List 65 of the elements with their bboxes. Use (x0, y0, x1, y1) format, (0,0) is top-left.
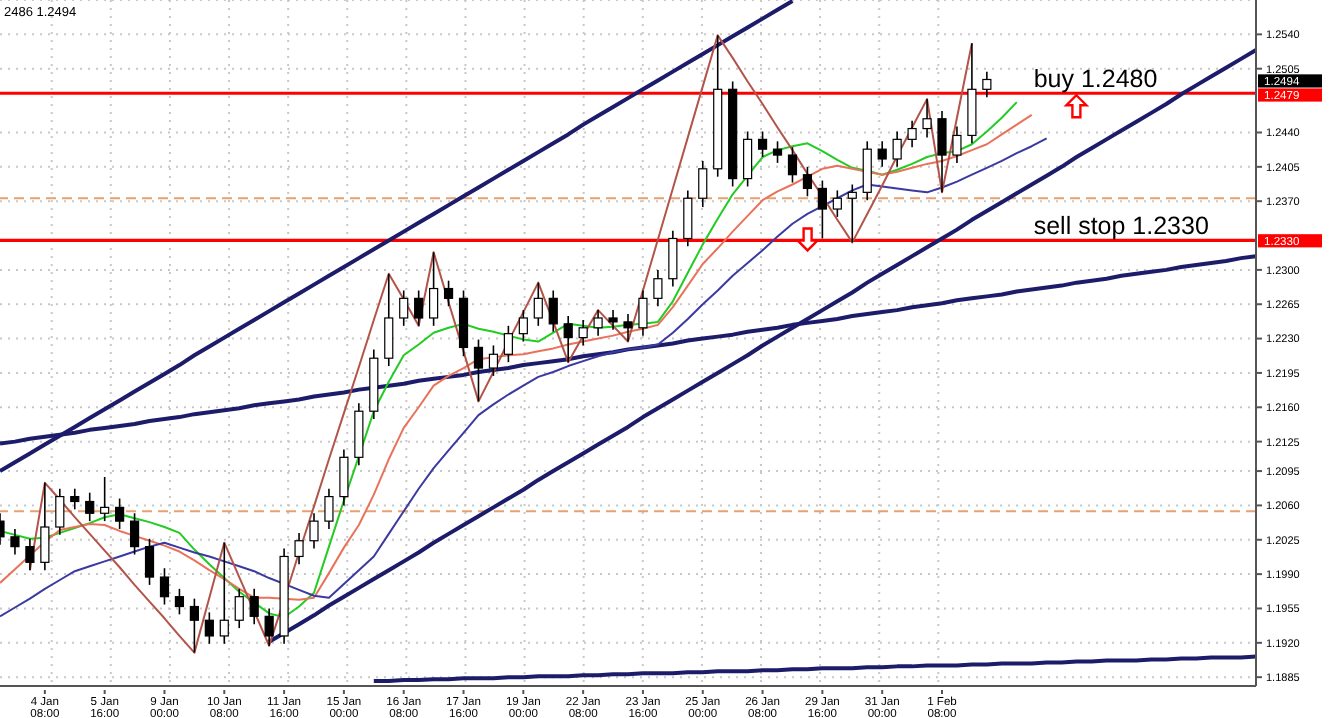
ref-line-label: buy 1.2480 (1033, 65, 1158, 94)
candlestick (70, 487, 80, 511)
candlestick (743, 130, 753, 188)
candlestick (548, 289, 558, 333)
candlestick (324, 487, 334, 530)
candlestick (414, 289, 424, 327)
line-series (28, 34, 973, 654)
candlestick (982, 70, 992, 98)
candlestick (638, 289, 648, 337)
candlestick (757, 130, 768, 158)
candlestick (443, 279, 454, 307)
candlestick (817, 179, 827, 240)
candlestick (832, 189, 842, 218)
candlestick (488, 344, 499, 377)
candlestick (429, 251, 439, 327)
candlestick (892, 130, 902, 168)
candlestick (144, 537, 155, 586)
candlestick (100, 476, 110, 522)
candlestick (55, 487, 65, 536)
candlestick (907, 119, 917, 149)
candlestick (578, 319, 588, 347)
candlestick (967, 42, 977, 145)
candlestick (40, 482, 50, 571)
candlestick (85, 491, 95, 522)
candlestick (10, 528, 20, 556)
candlestick (922, 98, 932, 139)
candlestick (174, 588, 185, 616)
candlestick (952, 125, 962, 164)
candlestick (847, 183, 857, 244)
candlestick (683, 189, 693, 248)
candlestick (608, 309, 618, 331)
candlestick (249, 588, 259, 625)
candlestick (503, 325, 513, 363)
ref-line-label: sell stop 1.2330 (1033, 212, 1209, 241)
candlestick (593, 309, 603, 337)
candlestick (339, 448, 349, 507)
candlestick (25, 537, 35, 571)
candlestick (384, 273, 394, 367)
candlestick (772, 140, 783, 164)
candlestick (219, 541, 229, 645)
candlestick (862, 140, 872, 202)
candlestick (563, 315, 573, 363)
candlestick (668, 229, 678, 288)
candlestick (129, 512, 140, 556)
candlestick (189, 597, 199, 654)
candlestick (473, 338, 484, 403)
candlestick (204, 611, 214, 645)
candlestick (653, 269, 663, 307)
candlestick (623, 313, 633, 343)
candlestick (115, 497, 125, 530)
candlestick (802, 166, 813, 198)
candlestick (309, 512, 319, 550)
candlestick (234, 588, 244, 629)
candlestick (354, 402, 364, 466)
line-series (371, 654, 1258, 684)
candlestick (937, 110, 947, 194)
candlestick (264, 607, 274, 647)
candlestick (159, 567, 170, 606)
candlestick (698, 160, 708, 208)
candlestick (787, 146, 798, 184)
candlestick (533, 281, 543, 327)
candlestick (877, 140, 887, 168)
candlestick (399, 289, 409, 327)
candlestick (518, 309, 528, 343)
candlestick (294, 532, 304, 566)
